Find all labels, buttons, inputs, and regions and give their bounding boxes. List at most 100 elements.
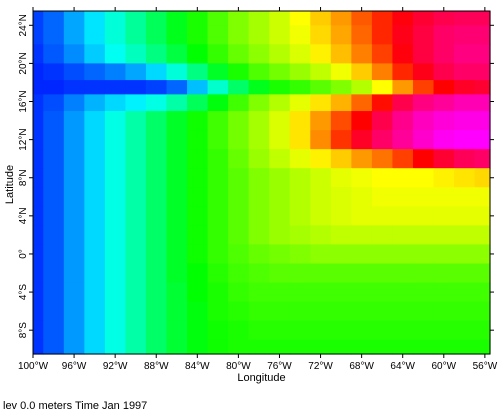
heatmap-cell [166, 225, 188, 246]
heatmap-cell [104, 320, 127, 341]
heatmap-cell [33, 225, 44, 246]
heatmap-cell [104, 80, 127, 95]
heatmap-cell [412, 339, 435, 355]
x-axis-ticks: 100°W 96°W 92°W 88°W 84°W 80°W 76°W 72°W 68°W 64°… [18, 7, 498, 372]
heatmap-cell [269, 187, 291, 207]
heatmap-cell [145, 282, 168, 303]
heatmap-cell [433, 320, 455, 341]
heatmap-cell [330, 11, 352, 26]
heatmap-cell [145, 244, 168, 265]
heatmap-cell [269, 111, 291, 131]
heatmap-cell [412, 94, 435, 112]
heatmap-cell [474, 282, 491, 303]
heatmap-cell [310, 301, 332, 322]
heatmap-cell [125, 168, 147, 188]
heatmap-cell [330, 320, 352, 341]
heatmap-cell [351, 320, 373, 341]
heatmap-cell [33, 263, 44, 284]
x-tick-label: 80°W [226, 361, 251, 372]
heatmap-cell [63, 301, 85, 322]
heatmap-cell [145, 63, 168, 81]
heatmap-cell [433, 94, 455, 112]
heatmap-cell [166, 301, 188, 322]
heatmap-cell [392, 25, 414, 45]
heatmap-cell [371, 301, 394, 322]
heatmap-cell [228, 282, 250, 303]
heatmap-cell [289, 320, 311, 341]
heatmap-cell [63, 44, 85, 65]
heatmap-cell [433, 111, 455, 131]
heatmap-cell [166, 244, 188, 265]
heatmap-cell [187, 25, 209, 45]
heatmap-cell [104, 94, 127, 112]
heatmap-cell [371, 130, 394, 150]
heatmap-cell [104, 11, 127, 26]
heatmap-cell [104, 225, 127, 246]
heatmap-cell [433, 25, 455, 45]
heatmap-cell [289, 225, 311, 246]
heatmap-cell [269, 63, 291, 81]
heatmap-cell [166, 263, 188, 284]
heatmap-cell [166, 168, 188, 188]
heatmap-cell [33, 206, 44, 226]
heatmap-cell [289, 206, 311, 226]
heatmap-cell [207, 206, 229, 226]
heatmap-cell [412, 111, 435, 131]
heatmap-cell [310, 168, 332, 188]
x-tick-label: 56°W [473, 361, 498, 372]
x-tick-label: 84°W [185, 361, 210, 372]
heatmap-cell [330, 111, 352, 131]
heatmap-cell [248, 130, 270, 150]
heatmap-cell [371, 168, 394, 188]
heatmap-cell [84, 63, 106, 81]
heatmap-cell [248, 80, 270, 95]
heatmap-cell [351, 94, 373, 112]
heatmap-cell [474, 149, 491, 169]
heatmap-cell [433, 187, 455, 207]
heatmap-cell [351, 301, 373, 322]
x-tick-label: 96°W [62, 361, 87, 372]
heatmap-cell [474, 44, 491, 65]
heatmap-cell [310, 244, 332, 265]
heatmap-cell [33, 168, 44, 188]
heatmap-cell [145, 94, 168, 112]
heatmap-cell [351, 44, 373, 65]
heatmap-cell [84, 44, 106, 65]
heatmap-cell [248, 339, 270, 355]
heatmap-cell [330, 25, 352, 45]
heatmap-cell [454, 149, 476, 169]
heatmap-cell [145, 263, 168, 284]
x-tick-label: 64°W [390, 361, 415, 372]
heatmap-cell [269, 225, 291, 246]
heatmap-cell [125, 206, 147, 226]
y-tick-label: 8°N [18, 169, 29, 186]
heatmap-cell [104, 263, 127, 284]
heatmap-cell [392, 225, 414, 246]
heatmap-cell [207, 187, 229, 207]
heatmap-cell [310, 94, 332, 112]
heatmap-cell [84, 339, 106, 355]
heatmap-cell [104, 282, 127, 303]
heatmap-cell [310, 320, 332, 341]
heatmap-cell [330, 149, 352, 169]
heatmap-cell [125, 225, 147, 246]
y-tick-label: 24°N [18, 14, 29, 36]
heatmap-cell [125, 63, 147, 81]
heatmap-cell [187, 339, 209, 355]
heatmap-cell [351, 206, 373, 226]
heatmap-cell [371, 263, 394, 284]
heatmap-cell [63, 339, 85, 355]
heatmap-cell [269, 25, 291, 45]
heatmap-cell [43, 63, 65, 81]
heatmap-cell [33, 320, 44, 341]
heatmap-cell [207, 44, 229, 65]
y-tick-label: 4°S [18, 284, 29, 301]
heatmap-cell [412, 11, 435, 26]
heatmap-cell [289, 63, 311, 81]
heatmap-cell [433, 63, 455, 81]
heatmap-cell [289, 111, 311, 131]
heatmap-cell [43, 225, 65, 246]
heatmap-cell [187, 206, 209, 226]
heatmap-cell [33, 282, 44, 303]
x-tick-label: 100°W [18, 361, 49, 372]
